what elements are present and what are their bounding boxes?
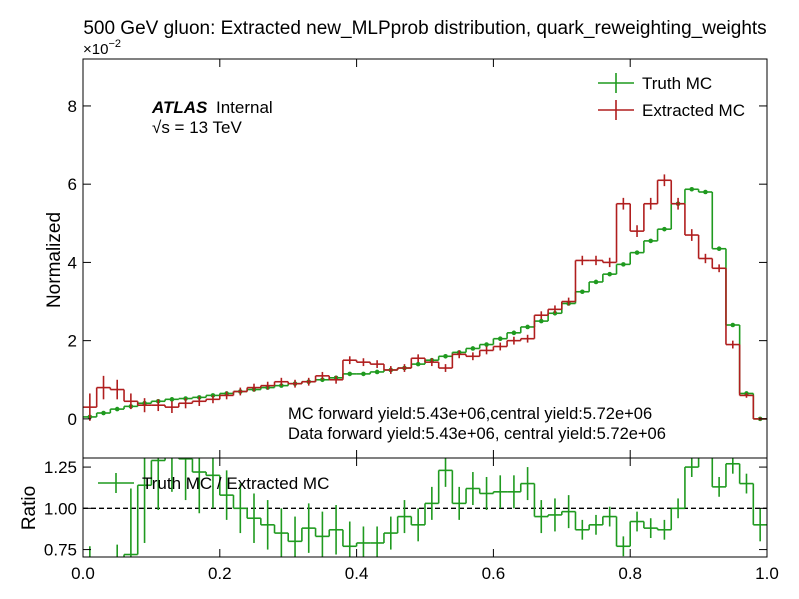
x-tick-label: 0.0 (71, 564, 95, 583)
marker (525, 324, 530, 330)
y-tick-label: 1.25 (44, 458, 77, 477)
y-tick-label: 6 (68, 175, 77, 194)
y-axis-label: Ratio (19, 486, 40, 530)
offset-base: ×10 (83, 41, 108, 58)
marker (648, 238, 654, 244)
marker (470, 346, 476, 351)
x-tick-label: 0.4 (345, 564, 369, 583)
x-tick-label: 1.0 (755, 564, 779, 583)
marker (593, 279, 599, 285)
axes-frame (82, 457, 768, 558)
marker (497, 336, 503, 341)
y-tick-label: 0.75 (44, 541, 77, 560)
marker (279, 383, 284, 388)
marker (703, 189, 708, 195)
annotation: MC forward yield:5.43e+06,central yield:… (288, 405, 652, 423)
marker (716, 246, 722, 252)
x-tick-label: 0.8 (618, 564, 642, 583)
marker (621, 262, 626, 267)
marker (443, 353, 448, 359)
x-tick-label: 0.2 (208, 564, 232, 583)
y-tick-label: 8 (68, 97, 77, 116)
legend-label: Extracted MC (642, 101, 745, 120)
y-tick-label: 1.00 (44, 499, 77, 518)
energy-label: √s = 13 TeV (152, 118, 242, 137)
marker (538, 318, 544, 324)
y-tick-label: 4 (68, 253, 77, 272)
marker (374, 369, 380, 375)
marker (689, 186, 695, 192)
chart-title: 500 GeV gluon: Extracted new_MLPprob dis… (83, 18, 766, 39)
marker (361, 371, 366, 377)
marker (607, 271, 612, 277)
offset-text: ×10−2 (83, 38, 121, 58)
y-tick-label: 2 (68, 332, 77, 351)
marker (114, 406, 120, 412)
x-tick-label: 0.6 (482, 564, 506, 583)
marker (347, 371, 353, 377)
y-tick-label: 0 (68, 410, 77, 429)
offset-exponent: −2 (108, 38, 121, 50)
marker (634, 250, 640, 255)
marker (730, 322, 736, 328)
atlas-status: Internal (216, 98, 273, 117)
marker (101, 410, 106, 416)
atlas-label: ATLAS (151, 98, 208, 117)
marker (169, 397, 175, 402)
marker (484, 342, 489, 347)
plot-area (83, 458, 767, 557)
marker (580, 289, 585, 295)
legend-label: Truth MC / Extracted MC (142, 474, 329, 493)
marker (511, 330, 517, 336)
marker (662, 226, 667, 232)
plot-area (83, 174, 767, 422)
legend-label: Truth MC (642, 74, 712, 93)
annotation: Data forward yield:5.43e+06, central yie… (288, 425, 666, 443)
marker (415, 361, 421, 367)
y-axis-label: Normalized (44, 212, 65, 308)
